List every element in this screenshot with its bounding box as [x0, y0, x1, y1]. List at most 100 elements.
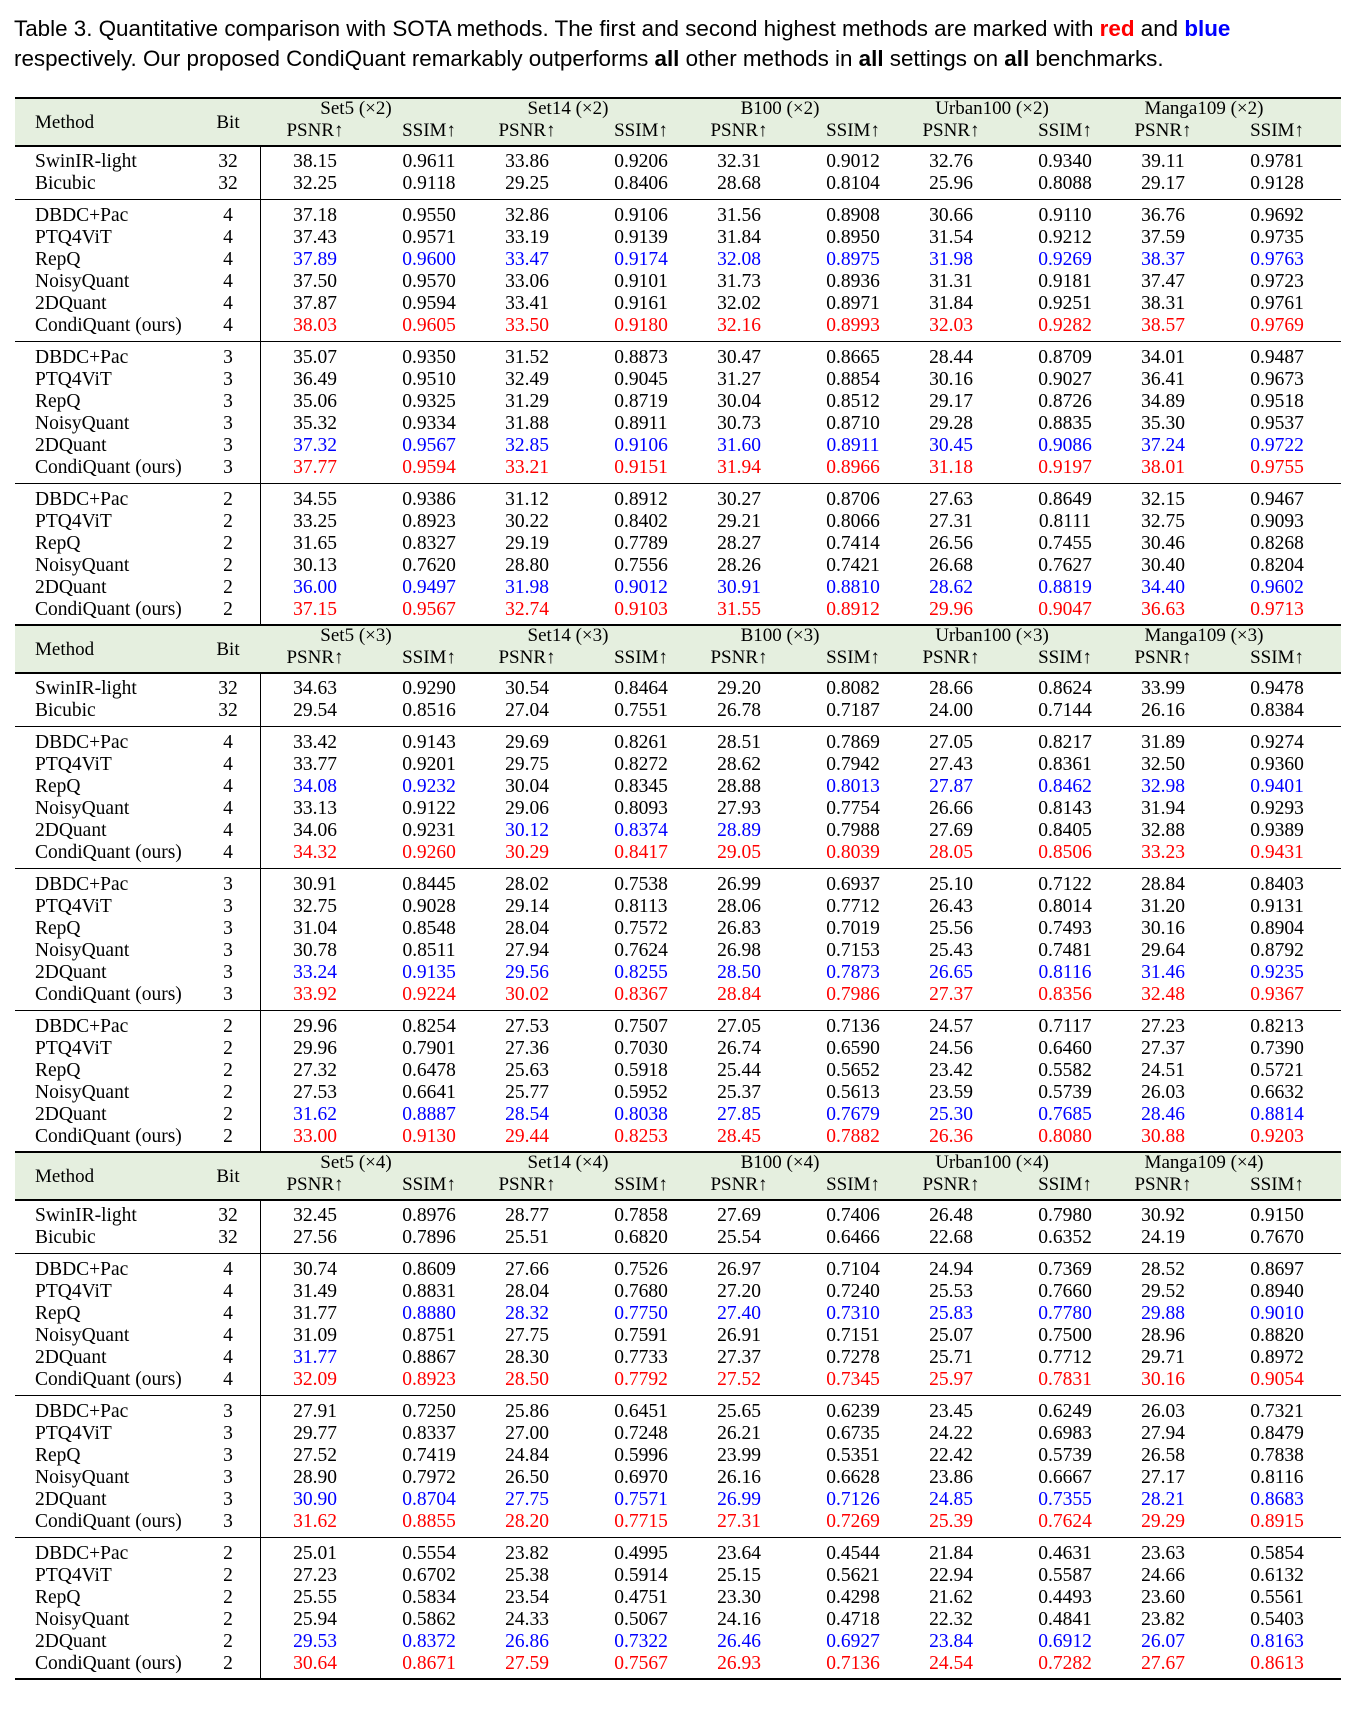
header-dataset: Urban100 (×3) — [935, 625, 1049, 646]
ssim-value: 0.8911 — [826, 435, 880, 456]
psnr-value: 33.86 — [505, 151, 549, 172]
psnr-value: 25.63 — [505, 1060, 549, 1081]
bit-width: 3 — [223, 1467, 233, 1488]
ssim-value: 0.8683 — [1250, 1489, 1304, 1510]
ssim-value: 0.8516 — [402, 700, 456, 721]
header-bit: Bit — [216, 639, 240, 660]
ssim-value: 0.6641 — [402, 1082, 456, 1103]
method-name: PTQ4ViT — [35, 754, 112, 775]
psnr-value: 24.56 — [929, 1038, 973, 1059]
table-row: RepQ 2 27.32 0.6478 25.63 0.5918 25.44 0.5652 23… — [15, 1060, 1341, 1082]
bit-width: 3 — [223, 347, 233, 368]
ssim-value: 0.7980 — [1038, 1205, 1092, 1226]
psnr-value: 31.20 — [1141, 896, 1185, 917]
psnr-value: 23.82 — [505, 1543, 549, 1564]
psnr-value: 31.84 — [929, 293, 973, 314]
ssim-value: 0.8950 — [826, 227, 880, 248]
method-name: DBDC+Pac — [35, 347, 129, 368]
psnr-value: 29.96 — [929, 599, 973, 620]
caption-bold-all: all — [1004, 45, 1030, 71]
psnr-value: 33.19 — [505, 227, 549, 248]
psnr-value: 33.47 — [505, 249, 549, 270]
ssim-value: 0.8479 — [1250, 1423, 1304, 1444]
ssim-value: 0.8337 — [402, 1423, 456, 1444]
header-dataset: Urban100 (×2) — [935, 98, 1049, 119]
psnr-value: 30.04 — [717, 391, 761, 412]
psnr-value: 25.07 — [929, 1325, 973, 1346]
table-row: NoisyQuant 2 25.94 0.5862 24.33 0.5067 24.16 0.… — [15, 1609, 1341, 1631]
psnr-value: 29.44 — [505, 1126, 549, 1147]
ssim-value: 0.8356 — [1038, 984, 1092, 1005]
psnr-value: 25.96 — [929, 173, 973, 194]
ssim-value: 0.8367 — [614, 984, 668, 1005]
ssim-value: 0.9350 — [402, 347, 456, 368]
ssim-value: 0.8911 — [614, 413, 668, 434]
ssim-value: 0.8880 — [402, 1303, 456, 1324]
header-dataset: Urban100 (×4) — [935, 1152, 1049, 1173]
psnr-value: 35.32 — [293, 413, 337, 434]
row-group: DBDC+Pac 2 34.55 0.9386 31.12 0.8912 30.27 0.87… — [15, 484, 1341, 624]
psnr-value: 24.22 — [929, 1423, 973, 1444]
table-row: DBDC+Pac 3 35.07 0.9350 31.52 0.8873 30.47 0.86… — [15, 347, 1341, 369]
psnr-value: 30.27 — [717, 489, 761, 510]
ssim-value: 0.9110 — [1038, 205, 1092, 226]
ssim-value: 0.6927 — [826, 1631, 880, 1652]
ssim-value: 0.8361 — [1038, 754, 1092, 775]
psnr-value: 27.23 — [1141, 1016, 1185, 1037]
ssim-value: 0.9367 — [1250, 984, 1304, 1005]
table-row: NoisyQuant 3 30.78 0.8511 27.94 0.7624 26.98 0.… — [15, 940, 1341, 962]
psnr-value: 37.32 — [293, 435, 337, 456]
ssim-value: 0.9093 — [1250, 511, 1304, 532]
psnr-value: 32.31 — [717, 151, 761, 172]
table-row: CondiQuant (ours) 4 38.03 0.9605 33.50 0.9180… — [15, 315, 1341, 337]
ssim-value: 0.9118 — [402, 173, 456, 194]
method-name: NoisyQuant — [35, 1325, 130, 1346]
psnr-value: 29.69 — [505, 732, 549, 753]
psnr-value: 27.94 — [505, 940, 549, 961]
ssim-value: 0.5351 — [826, 1445, 880, 1466]
psnr-value: 25.43 — [929, 940, 973, 961]
psnr-value: 38.15 — [293, 151, 337, 172]
psnr-value: 26.97 — [717, 1259, 761, 1280]
psnr-value: 25.37 — [717, 1082, 761, 1103]
ssim-value: 0.7869 — [826, 732, 880, 753]
psnr-value: 34.08 — [293, 776, 337, 797]
ssim-value: 0.8116 — [1250, 1467, 1304, 1488]
ssim-value: 0.8613 — [1250, 1653, 1304, 1674]
ssim-value: 0.4298 — [826, 1587, 880, 1608]
psnr-value: 27.56 — [293, 1227, 337, 1248]
ssim-value: 0.9567 — [402, 435, 456, 456]
psnr-value: 27.04 — [505, 700, 549, 721]
ssim-value: 0.7986 — [826, 984, 880, 1005]
psnr-value: 28.46 — [1141, 1104, 1185, 1125]
psnr-value: 29.71 — [1141, 1347, 1185, 1368]
ssim-value: 0.8923 — [402, 511, 456, 532]
method-name: CondiQuant (ours) — [35, 457, 182, 478]
method-name: PTQ4ViT — [35, 511, 112, 532]
ssim-value: 0.9360 — [1250, 754, 1304, 775]
bit-width: 4 — [223, 1281, 233, 1302]
bit-width: 2 — [223, 1653, 233, 1674]
header-dataset: B100 (×2) — [740, 98, 820, 119]
ssim-value: 0.7500 — [1038, 1325, 1092, 1346]
ssim-value: 0.7481 — [1038, 940, 1092, 961]
method-name: PTQ4ViT — [35, 1423, 112, 1444]
header-ssim: SSIM↑ — [826, 1174, 880, 1195]
ssim-value: 0.8039 — [826, 842, 880, 863]
table-row: DBDC+Pac 3 30.91 0.8445 28.02 0.7538 26.99 0.69… — [15, 874, 1341, 896]
table-caption: Table 3. Quantitative comparison with SO… — [14, 14, 1344, 73]
ssim-value: 0.7679 — [826, 1104, 880, 1125]
psnr-value: 31.56 — [717, 205, 761, 226]
ssim-value: 0.8873 — [614, 347, 668, 368]
table-row: CondiQuant (ours) 3 31.62 0.8855 28.20 0.7715… — [15, 1511, 1341, 1533]
ssim-value: 0.9139 — [614, 227, 668, 248]
ssim-value: 0.7406 — [826, 1205, 880, 1226]
psnr-value: 28.32 — [505, 1303, 549, 1324]
bit-width: 4 — [223, 1259, 233, 1280]
ssim-value: 0.6466 — [826, 1227, 880, 1248]
ssim-value: 0.7712 — [1038, 1347, 1092, 1368]
psnr-value: 25.51 — [505, 1227, 549, 1248]
header-psnr: PSNR↑ — [498, 647, 556, 668]
psnr-value: 25.94 — [293, 1609, 337, 1630]
ssim-value: 0.6239 — [826, 1401, 880, 1422]
